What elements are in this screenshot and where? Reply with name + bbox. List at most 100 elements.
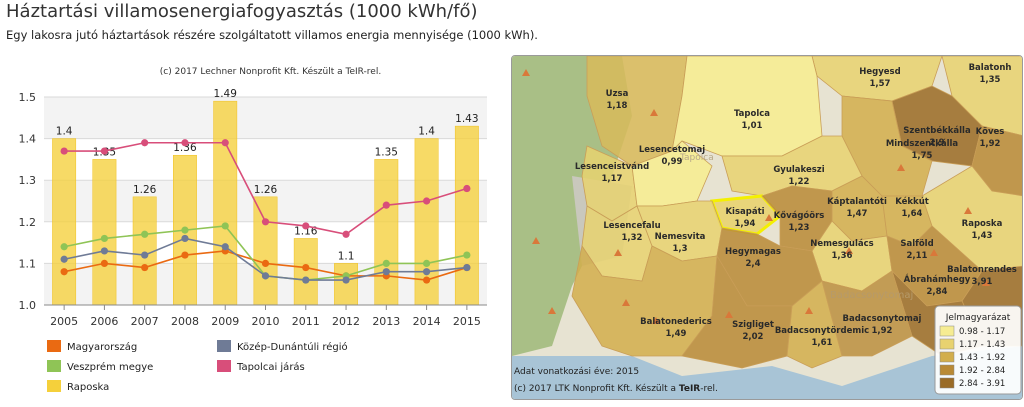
point-2-2005[interactable] — [60, 255, 68, 263]
region-value-label: 1,49 — [666, 329, 687, 339]
page-title: Háztartási villamosenergiafogyasztás (10… — [6, 1, 478, 22]
consumption-chart: 1.0 1.1 1.2 1.3 1.4 1.5 (c) 2017 Lechner Nonpr… — [19, 66, 487, 393]
point-3-2014[interactable] — [422, 197, 431, 205]
bar-label-2008: 1.36 — [173, 142, 197, 154]
point-0-2008[interactable] — [181, 251, 189, 259]
map-legend: Jelmagyarázat 0.98 - 1.17 1.17 - 1.43 1.43… — [934, 305, 1022, 395]
point-3-2009[interactable] — [221, 139, 229, 147]
bar-2011[interactable] — [293, 238, 318, 306]
page-subtitle: Egy lakosra jutó háztartások részére szo… — [6, 28, 538, 42]
point-1-2007[interactable] — [141, 230, 149, 238]
point-1-2005[interactable] — [60, 243, 68, 251]
point-2-2013[interactable] — [382, 268, 390, 276]
map-legend-swatch — [939, 351, 955, 363]
legend-label[interactable]: Raposka — [67, 382, 109, 393]
bar-2010[interactable] — [253, 196, 278, 306]
map-legend-label: 2.84 - 3.91 — [959, 379, 1005, 389]
point-3-2013[interactable] — [382, 201, 390, 209]
bar-2006[interactable] — [92, 159, 117, 306]
x-tick-label: 2013 — [372, 315, 400, 328]
region-tapolca[interactable] — [671, 56, 823, 157]
legend-swatch — [217, 340, 231, 352]
region-value-label: 1,47 — [847, 209, 868, 219]
x-tick-label: 2005 — [50, 315, 78, 328]
map-legend-swatch — [939, 325, 955, 337]
point-3-2008[interactable] — [181, 139, 189, 147]
point-1-2009[interactable] — [221, 222, 229, 230]
region-name-label: Lesencetomaj — [639, 145, 705, 155]
x-tick-label: 2011 — [292, 315, 320, 328]
point-2-2011[interactable] — [302, 276, 310, 284]
region-name-label: Nemesvita — [655, 232, 706, 242]
chart-title: (c) 2017 Lechner Nonprofit Kft. Készült … — [160, 66, 381, 77]
point-2-2007[interactable] — [141, 251, 149, 259]
x-tick-label: 2006 — [90, 315, 118, 328]
region-value-label: 1,23 — [789, 223, 810, 233]
bar-2013[interactable] — [374, 159, 399, 306]
bar-2015[interactable] — [454, 125, 479, 306]
point-1-2006[interactable] — [100, 234, 109, 243]
legend-label[interactable]: Tapolcai járás — [236, 361, 305, 373]
region-polygons[interactable] — [571, 56, 1023, 369]
region-name-label: Raposka — [962, 219, 1003, 229]
point-3-2007[interactable] — [141, 139, 149, 147]
map-legend-title: Jelmagyarázat — [945, 313, 1011, 323]
point-3-2010[interactable] — [261, 218, 270, 226]
region-name-label: Hegymagas — [725, 247, 781, 257]
bar-label-2010: 1.26 — [254, 184, 278, 196]
point-3-2015[interactable] — [463, 184, 471, 193]
point-1-2013[interactable] — [382, 259, 390, 267]
bar-label-2005: 1.4 — [56, 126, 73, 138]
point-0-2005[interactable] — [60, 268, 68, 276]
region-value-label: 1,57 — [870, 79, 891, 89]
legend-label[interactable]: Magyarország — [67, 341, 137, 353]
y-tick-label: 1.0 — [19, 299, 37, 312]
point-2-2009[interactable] — [221, 243, 229, 251]
point-3-2011[interactable] — [302, 222, 310, 230]
point-0-2011[interactable] — [302, 263, 310, 272]
point-1-2015[interactable] — [463, 251, 471, 259]
bar-2012[interactable] — [334, 263, 358, 306]
point-3-2012[interactable] — [342, 230, 350, 238]
point-3-2006[interactable] — [100, 147, 109, 155]
point-2-2012[interactable] — [342, 276, 350, 284]
map-legend-label: 1.43 - 1.92 — [959, 353, 1005, 363]
point-2-2014[interactable] — [422, 268, 431, 276]
point-2-2015[interactable] — [463, 263, 471, 272]
point-0-2014[interactable] — [422, 276, 431, 284]
map-legend-label: 0.98 - 1.17 — [959, 327, 1005, 337]
bar-2005[interactable] — [52, 138, 77, 306]
legend-label[interactable]: Veszprém megye — [67, 361, 153, 373]
legend-label[interactable]: Közép-Dunántúli régió — [237, 341, 348, 353]
bar-label-2014: 1.4 — [418, 126, 435, 138]
bar-2009[interactable] — [213, 100, 238, 306]
point-2-2006[interactable] — [100, 247, 109, 255]
map-panel[interactable]: Tapolca Badacsonytomaj Uzsa 1,18 Hegyesd 1,… — [511, 55, 1023, 400]
region-value-label: 1,18 — [607, 101, 628, 111]
lake-area — [512, 346, 1022, 399]
region-value-label: 1,17 — [602, 174, 623, 184]
map-legend-swatch — [939, 364, 955, 376]
region-value-label: 3,91 — [972, 277, 993, 287]
point-0-2006[interactable] — [100, 259, 109, 267]
region-labels: Uzsa 1,18 Hegyesd 1,57 Balatonh 1,35 Tapolca 1,… — [575, 63, 1017, 348]
region-value-label: 1,3 — [672, 244, 687, 254]
region-name-label: Lesenceistvánd — [575, 162, 649, 172]
region-badacsonytordemic[interactable] — [786, 280, 843, 369]
point-3-2005[interactable] — [60, 147, 68, 155]
grid-band — [44, 97, 487, 139]
point-2-2008[interactable] — [181, 234, 189, 243]
point-0-2007[interactable] — [141, 263, 149, 272]
region-name-label: Nemesgulács — [810, 239, 873, 249]
region-value-label: 1,75 — [912, 151, 933, 161]
bar-label-2015: 1.43 — [455, 113, 478, 125]
region-name-label: Badacsonytördemic — [775, 326, 869, 336]
point-1-2008[interactable] — [181, 226, 189, 234]
choropleth-map[interactable]: Tapolca Badacsonytomaj Uzsa 1,18 Hegyesd 1,… — [512, 56, 1023, 400]
region-name-label: Mindszentkálla — [886, 139, 959, 149]
point-1-2014[interactable] — [422, 259, 431, 267]
legend-swatch — [47, 340, 61, 352]
map-legend-label: 1.92 - 2.84 — [959, 366, 1005, 376]
point-2-2010[interactable] — [261, 272, 270, 280]
point-0-2010[interactable] — [261, 259, 270, 267]
